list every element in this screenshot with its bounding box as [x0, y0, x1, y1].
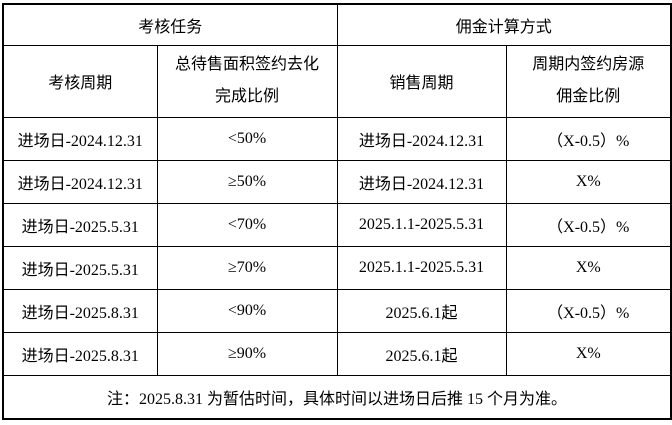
cell-sales-period: 2025.6.1起 [336, 331, 507, 376]
cell-sales-period: 进场日-2024.12.31 [336, 159, 507, 204]
col-header-commission-rate-line2: 佣金比例 [556, 88, 621, 105]
col-header-completion-ratio-line1: 总待售面积签约去化 [175, 56, 320, 73]
header-group-assessment-task: 考核任务 [2, 3, 338, 46]
cell-commission-rate: X% [505, 245, 672, 290]
cell-assessment-period: 进场日-2025.8.31 [2, 288, 158, 333]
cell-sales-period: 2025.1.1-2025.5.31 [336, 245, 507, 290]
col-header-commission-rate: 周期内签约房源 佣金比例 [505, 44, 672, 118]
commission-assessment-table: 考核任务 佣金计算方式 考核周期 总待售面积签约去化 完成比例 销售周期 周期内… [2, 3, 672, 420]
table-note: 注：2025.8.31 为暂估时间，具体时间以进场日后推 15 个月为准。 [2, 374, 672, 420]
header-group-commission-method: 佣金计算方式 [336, 3, 672, 46]
cell-commission-rate: （X-0.5）% [505, 116, 672, 161]
table-row-group-header: 考核任务 佣金计算方式 [2, 3, 672, 46]
cell-sales-period: 2025.1.1-2025.5.31 [336, 202, 507, 247]
cell-commission-rate: （X-0.5）% [505, 202, 672, 247]
cell-assessment-period: 进场日-2025.5.31 [2, 245, 158, 290]
col-header-commission-rate-line1: 周期内签约房源 [532, 56, 645, 73]
table-row: 进场日-2024.12.31 <50% 进场日-2024.12.31 （X-0.… [2, 116, 672, 161]
table-row: 进场日-2025.5.31 ≥70% 2025.1.1-2025.5.31 X% [2, 245, 672, 290]
cell-assessment-period: 进场日-2025.5.31 [2, 202, 158, 247]
col-header-completion-ratio: 总待售面积签约去化 完成比例 [156, 44, 338, 118]
cell-assessment-period: 进场日-2024.12.31 [2, 159, 158, 204]
cell-sales-period: 2025.6.1起 [336, 288, 507, 333]
table-row-note: 注：2025.8.31 为暂估时间，具体时间以进场日后推 15 个月为准。 [2, 374, 672, 420]
cell-assessment-period: 进场日-2025.8.31 [2, 331, 158, 376]
cell-commission-rate: （X-0.5）% [505, 288, 672, 333]
cell-completion-ratio: <70% [156, 202, 338, 247]
col-header-assessment-period: 考核周期 [2, 44, 158, 118]
col-header-sales-period: 销售周期 [336, 44, 507, 118]
table-row: 进场日-2025.8.31 <90% 2025.6.1起 （X-0.5）% [2, 288, 672, 333]
cell-completion-ratio: <50% [156, 116, 338, 161]
cell-completion-ratio: <90% [156, 288, 338, 333]
cell-commission-rate: X% [505, 331, 672, 376]
table-row: 进场日-2024.12.31 ≥50% 进场日-2024.12.31 X% [2, 159, 672, 204]
cell-completion-ratio: ≥70% [156, 245, 338, 290]
table-row: 进场日-2025.8.31 ≥90% 2025.6.1起 X% [2, 331, 672, 376]
cell-sales-period: 进场日-2024.12.31 [336, 116, 507, 161]
col-header-completion-ratio-line2: 完成比例 [215, 88, 280, 105]
table-row-column-headers: 考核周期 总待售面积签约去化 完成比例 销售周期 周期内签约房源 佣金比例 [2, 44, 672, 118]
cell-completion-ratio: ≥50% [156, 159, 338, 204]
cell-completion-ratio: ≥90% [156, 331, 338, 376]
table-row: 进场日-2025.5.31 <70% 2025.1.1-2025.5.31 （X… [2, 202, 672, 247]
cell-assessment-period: 进场日-2024.12.31 [2, 116, 158, 161]
cell-commission-rate: X% [505, 159, 672, 204]
